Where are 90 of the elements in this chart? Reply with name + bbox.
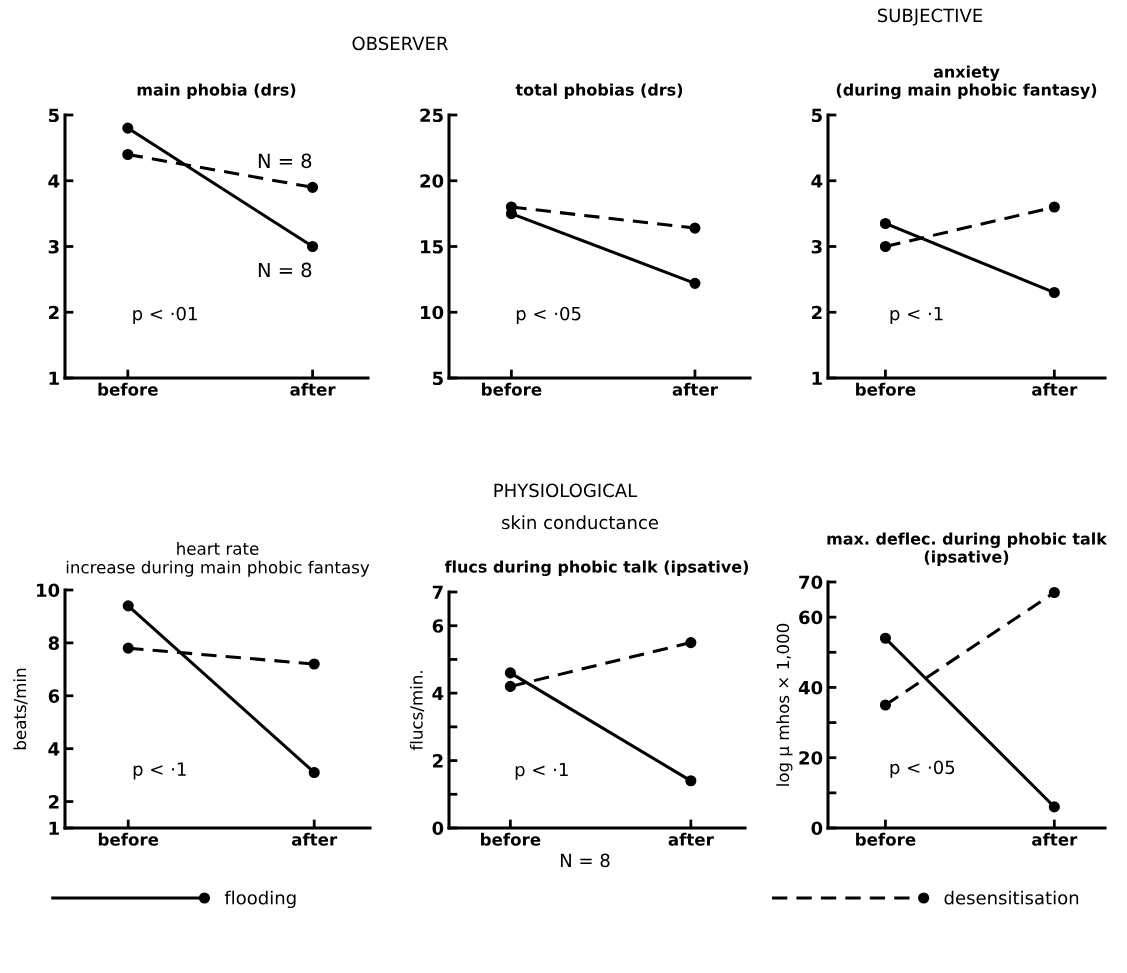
point [879, 240, 891, 253]
y-tick-label: 5 [432, 371, 443, 386]
point [685, 775, 697, 787]
annotation: p < ·1 [515, 762, 568, 780]
chart-subtitle: increase during main phobic fantasy [66, 560, 370, 577]
point [1048, 586, 1060, 599]
point [879, 632, 891, 644]
point [685, 637, 697, 649]
point [307, 240, 319, 253]
annotation: p < ·05 [516, 306, 581, 324]
annotation: N = 8 [258, 262, 312, 278]
y-tick-label: 3 [48, 239, 59, 254]
point [122, 642, 134, 654]
text: skin conductance [502, 515, 659, 530]
x-tick-label: before [856, 832, 916, 846]
y-tick-label: 6 [48, 689, 60, 703]
annotation: N = 8 [258, 153, 312, 169]
chart-title: total phobias (drs) [515, 83, 683, 99]
point [1048, 286, 1060, 299]
y-tick-label: 4 [811, 174, 823, 188]
chart-title: flucs during phobic talk (ipsative) [444, 560, 749, 576]
chart-title: heart rate [177, 542, 259, 555]
y-axis-title: flucs/min. [409, 671, 425, 751]
legend-label: desensitisation [944, 890, 1079, 905]
point [308, 766, 320, 779]
point [689, 277, 701, 289]
text: OBSERVER [352, 36, 448, 51]
y-tick-label: 10 [37, 583, 60, 598]
x-tick-label: before [98, 832, 159, 846]
y-tick-label: 1 [49, 821, 59, 835]
point [879, 217, 891, 230]
y-tick-label: 4 [48, 174, 60, 188]
text: N = 8 [560, 853, 610, 868]
y-axis-title: log μ mhos × 1,000 [776, 623, 793, 786]
y-tick-label: 1 [812, 371, 822, 385]
annotation: p < ·01 [133, 306, 197, 324]
y-tick-label: 3 [811, 239, 822, 254]
y-tick-label: 15 [421, 240, 443, 254]
point [308, 658, 320, 670]
point [307, 181, 319, 193]
x-tick-label: after [1032, 382, 1078, 396]
legend-label: flooding [224, 890, 296, 909]
x-tick-label: before [481, 832, 541, 846]
x-tick-label: before [856, 382, 916, 396]
point [122, 148, 134, 161]
x-tick-label: after [668, 832, 714, 846]
x-tick-label: after [291, 832, 338, 846]
y-tick-label: 20 [420, 174, 444, 188]
y-tick-label: 2 [49, 795, 59, 809]
y-tick-label: 25 [420, 108, 443, 123]
x-tick-label: before [482, 382, 542, 396]
y-tick-label: 7 [432, 585, 443, 599]
y-tick-label: 70 [799, 575, 823, 590]
y-tick-label: 5 [811, 108, 822, 123]
y-tick-label: 0 [432, 821, 444, 836]
y-tick-label: 0 [811, 821, 823, 836]
chart-title: main phobia (drs) [137, 83, 296, 99]
annotation: p < ·05 [890, 760, 955, 778]
y-tick-label: 5 [48, 108, 59, 123]
y-tick-label: 8 [48, 636, 60, 651]
text: PHYSIOLOGICAL [494, 483, 638, 498]
point [1048, 201, 1060, 213]
x-tick-label: after [290, 382, 336, 396]
y-tick-label: 4 [48, 742, 60, 756]
chart-title: anxiety (during main phobic fantasy) [836, 65, 1097, 99]
y-tick-label: 2 [812, 305, 822, 320]
y-tick-label: 40 [798, 680, 823, 695]
y-tick-label: 1 [49, 371, 59, 385]
text: SUBJECTIVE [877, 8, 983, 26]
y-tick-label: 60 [799, 610, 823, 625]
y-tick-label: 6 [432, 619, 444, 633]
y-tick-label: 2 [49, 305, 59, 320]
chart-title: max. deflec. during phobic talk (ipsative) [827, 532, 1108, 566]
point [122, 600, 134, 612]
x-tick-label: after [1032, 832, 1078, 846]
y-tick-label: 10 [421, 305, 444, 320]
point [689, 222, 701, 234]
annotation: p < ·1 [890, 306, 943, 324]
point [122, 122, 134, 134]
point [504, 667, 516, 679]
point [1048, 801, 1060, 813]
y-tick-label: 20 [799, 751, 823, 765]
x-tick-label: after [672, 382, 718, 396]
annotation: p < ·1 [133, 762, 186, 780]
y-axis-title: beats/min [13, 668, 28, 750]
point [504, 680, 516, 692]
x-tick-label: before [98, 382, 158, 396]
y-tick-label: 4 [432, 686, 444, 700]
y-tick-label: 2 [433, 754, 443, 768]
point [879, 699, 891, 711]
